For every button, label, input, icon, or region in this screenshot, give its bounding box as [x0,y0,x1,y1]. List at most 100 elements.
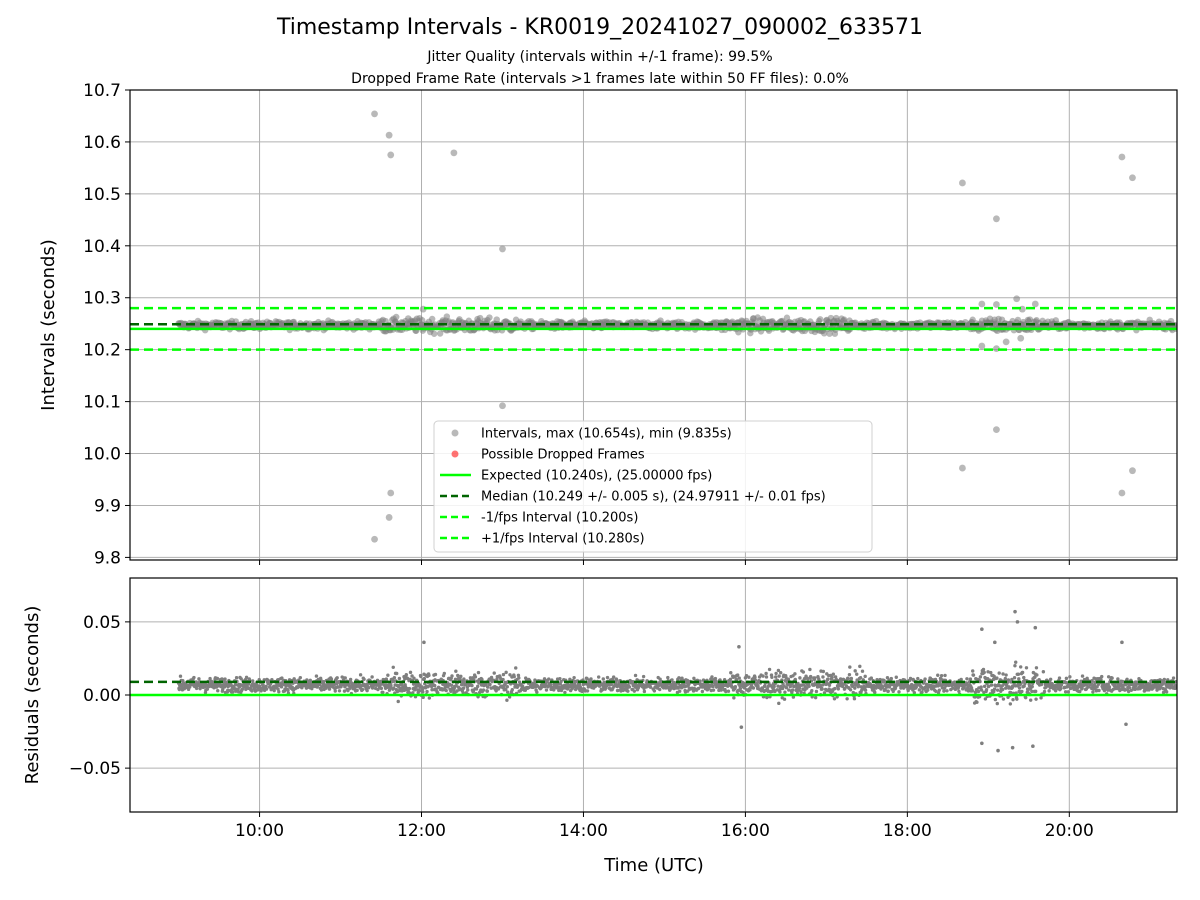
residual-point [1090,678,1094,683]
residual-point [547,677,551,681]
residual-point [329,677,334,681]
residual-point [379,686,384,691]
residuals-axis-label: Residuals (seconds) [22,606,43,785]
residual-point [427,673,431,678]
residual-point [652,689,657,693]
residual-point [912,690,917,695]
residual-point [485,689,490,693]
residual-point [505,690,510,694]
residual-point [1013,664,1017,668]
residual-point [670,678,674,682]
residual-point [889,676,893,681]
residual-point [1117,685,1121,690]
residual-point [246,682,251,686]
residuals-panel: 10:00 12:00 14:00 16:00 18:00 20:00 −0.05 0.00 0… [69,577,1178,841]
residual-outlier-point [980,627,984,631]
residual-point [1034,666,1039,670]
residual-point [366,686,371,690]
residual-point [257,684,262,688]
interval-point [418,317,426,324]
residual-point [850,684,855,688]
residual-point [337,689,342,693]
residual-point [563,690,567,695]
interval-outlier-point [387,489,395,497]
residual-point [208,676,212,681]
residual-point [774,671,778,676]
residual-point [231,690,235,694]
residual-point [1129,688,1134,692]
residual-point [459,674,463,679]
residual-point [808,674,813,679]
residual-point [1039,682,1044,687]
residual-point [989,683,994,687]
residual-outlier-point [1015,620,1020,624]
residual-point [797,686,802,690]
residual-point [362,677,366,681]
residual-point [897,690,901,694]
residual-point [832,697,837,701]
residual-point [813,695,818,700]
residual-point [327,687,332,691]
residual-point [916,676,920,681]
residual-point [830,675,834,679]
residual-point [392,675,397,680]
residuals-y-tick-label: −0.05 [69,759,121,779]
residual-point [783,690,787,694]
residual-point [793,677,797,682]
residual-point [666,675,670,680]
residual-point [692,676,696,681]
residual-point [427,696,432,700]
residual-point [1019,665,1023,669]
residual-point [450,674,454,678]
residual-point [971,673,976,677]
intervals-panel: 9.8 9.9 10.0 10.1 10.2 10.3 10.4 10.5 10.6 10.7 [83,81,1178,568]
residual-point [580,689,584,694]
residual-point [631,679,635,684]
residual-point [222,679,226,684]
residual-point [995,701,999,706]
legend-marker [451,450,459,458]
residual-point [484,682,488,687]
residual-point [1091,690,1095,694]
residual-point [880,685,885,690]
residual-point [343,676,347,680]
residual-point [419,674,423,679]
residual-point [348,677,353,682]
legend-label: Expected (10.240s), (25.00000 fps) [481,469,712,484]
residual-point [981,667,986,672]
residual-point [885,675,890,680]
residual-point [863,688,868,692]
x-tick-label: 18:00 [883,821,932,841]
interval-point [430,330,438,337]
legend-marker [451,429,459,437]
residual-point [1011,697,1015,702]
residual-point [558,676,562,681]
residual-point [826,677,830,681]
residual-point [1017,686,1022,690]
residual-point [970,689,975,693]
residual-point [559,679,563,684]
residual-point [272,688,276,693]
residual-point [965,677,969,681]
residual-point [735,673,740,677]
intervals-y-tick-label: 10.6 [83,133,121,153]
interval-outlier-point [499,245,506,253]
interval-outlier-point [1129,467,1136,475]
residual-point [1171,676,1176,680]
residual-point [772,684,776,689]
residual-point [957,689,961,693]
residual-point [250,689,254,693]
residual-point [774,675,778,679]
interval-point [821,330,828,337]
residual-point [747,675,751,679]
residual-point [1001,672,1005,676]
residual-point [820,687,824,691]
residual-point [342,689,347,693]
residual-point [470,683,474,688]
residual-point [983,697,988,701]
residual-point [632,689,637,693]
residual-point [391,665,395,669]
residual-outlier-point [737,644,741,649]
residual-point [1034,697,1038,701]
intervals-y-tick-label: 10.1 [83,393,121,413]
